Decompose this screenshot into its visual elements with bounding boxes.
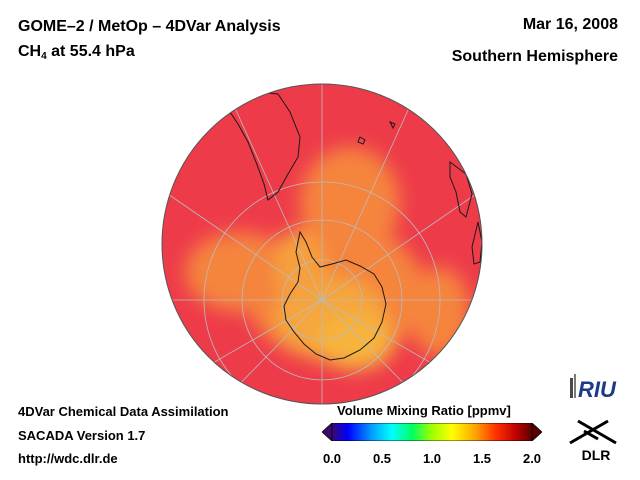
field-low-south [315,314,395,370]
colorbar-tick-0: 0.0 [322,451,342,466]
colorbar-under-arrow [322,423,333,441]
footer-url[interactable]: http://wdc.dlr.de [18,451,118,466]
colorbar-tick-3: 1.5 [472,451,492,466]
colorbar-tick-4: 2.0 [522,451,542,466]
colorbar-tick-2: 1.0 [422,451,442,466]
riu-logo: RIU [570,374,617,402]
species-subscript: 4 [41,51,47,62]
graticule-meridian-2 [229,96,323,301]
graticule-meridian-3 [321,96,415,301]
field-band-east [410,267,470,357]
hemisphere-label: Southern Hemisphere [451,48,618,65]
colorbar [322,423,542,441]
coastline-australia-edge [471,221,482,265]
pressure-level: at 55.4 hPa [46,43,135,60]
species-level-label: CH4 at 55.4 hPa [18,43,135,62]
globe-outline [161,83,483,405]
species-name: CH [18,43,42,60]
riu-logo-text: RIU [578,377,617,402]
mixing-ratio-field [185,147,470,370]
colorbar-gradient [331,423,533,441]
colorbar-over-arrow [531,423,542,441]
graticule-meridian-5 [321,191,480,301]
analysis-date: Mar 16, 2008 [522,16,618,33]
dlr-logo-text: DLR [582,447,611,463]
dlr-logo-emblem [569,419,617,445]
graticule-meridian-4 [164,191,323,301]
colorbar-tick-1: 0.5 [372,451,392,466]
coastline-south-america [229,91,301,201]
polar-map [161,83,483,405]
coastline-antarctica [283,230,387,361]
footer-line-2: SACADA Version 1.7 [18,428,146,443]
footer-line-1: 4DVar Chemical Data Assimilation [18,404,229,419]
riu-logo-stroke [574,374,576,398]
dlr-logo: DLR [569,419,617,463]
map-title: GOME–2 / MetOp – 4DVar Analysis [18,18,281,35]
colorbar-title: Volume Mixing Ratio [ppmv] [337,403,511,418]
coastline-islands [357,121,396,145]
riu-logo-mast [570,378,573,398]
